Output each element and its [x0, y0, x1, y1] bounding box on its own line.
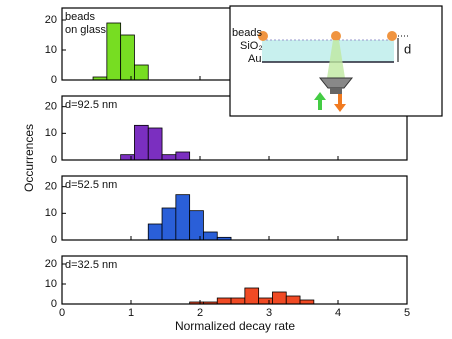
- y-tick-label: 10: [45, 207, 57, 219]
- bar: [258, 297, 273, 305]
- bar: [285, 295, 301, 305]
- bar: [161, 154, 177, 161]
- bead: [331, 31, 341, 41]
- bar: [134, 64, 149, 81]
- bar: [134, 124, 149, 161]
- y-tick-label: 10: [45, 278, 57, 290]
- panel-label: on glass: [65, 24, 106, 36]
- bar: [299, 299, 315, 305]
- panel-label: d=32.5 nm: [65, 259, 117, 271]
- y-tick-label: 0: [51, 154, 57, 166]
- inset-label: beads: [232, 27, 262, 39]
- bar: [189, 210, 204, 241]
- y-tick-label: 20: [45, 258, 57, 270]
- inset-label: Au: [248, 53, 261, 65]
- bar: [161, 207, 177, 241]
- bar: [147, 127, 163, 161]
- x-tick-label: 1: [128, 307, 134, 319]
- panel-frame: [61, 175, 408, 241]
- x-tick-label: 5: [404, 307, 410, 319]
- inset-label: SiO₂: [240, 40, 263, 52]
- bar: [272, 291, 287, 305]
- bar: [147, 223, 163, 241]
- y-tick-label: 0: [51, 74, 57, 86]
- y-tick-label: 20: [45, 181, 57, 193]
- bar: [175, 151, 191, 161]
- bar: [175, 194, 191, 241]
- bar: [216, 297, 232, 305]
- y-axis-label: Occurrences: [22, 124, 36, 192]
- y-tick-label: 0: [51, 234, 57, 246]
- objective: [318, 77, 354, 89]
- x-tick-label: 0: [59, 307, 65, 319]
- panel-frame: [61, 255, 408, 305]
- green-arrow: [314, 92, 326, 110]
- panel-label: d=52.5 nm: [65, 179, 117, 191]
- bead: [387, 31, 397, 41]
- y-tick-label: 0: [51, 298, 57, 310]
- inset-label: d: [404, 41, 411, 56]
- bar: [230, 297, 246, 305]
- y-tick-label: 10: [45, 127, 57, 139]
- bead: [258, 31, 268, 41]
- panel-label: beads: [65, 11, 95, 23]
- bar: [106, 22, 122, 81]
- y-tick-label: 10: [45, 44, 57, 56]
- orange-arrow: [334, 94, 346, 112]
- objective-base: [330, 88, 342, 94]
- y-tick-label: 20: [45, 101, 57, 113]
- x-tick-label: 4: [335, 307, 341, 319]
- x-axis-label: Normalized decay rate: [175, 319, 295, 333]
- bar: [120, 34, 135, 81]
- x-tick-label: 3: [266, 307, 272, 319]
- bar: [120, 154, 135, 161]
- bar: [244, 287, 260, 305]
- x-tick-label: 2: [197, 307, 203, 319]
- oxide-layer: [262, 40, 394, 62]
- beam: [327, 40, 345, 78]
- panel-label: d=92.5 nm: [65, 99, 117, 111]
- bar: [203, 231, 218, 241]
- y-tick-label: 20: [45, 14, 57, 26]
